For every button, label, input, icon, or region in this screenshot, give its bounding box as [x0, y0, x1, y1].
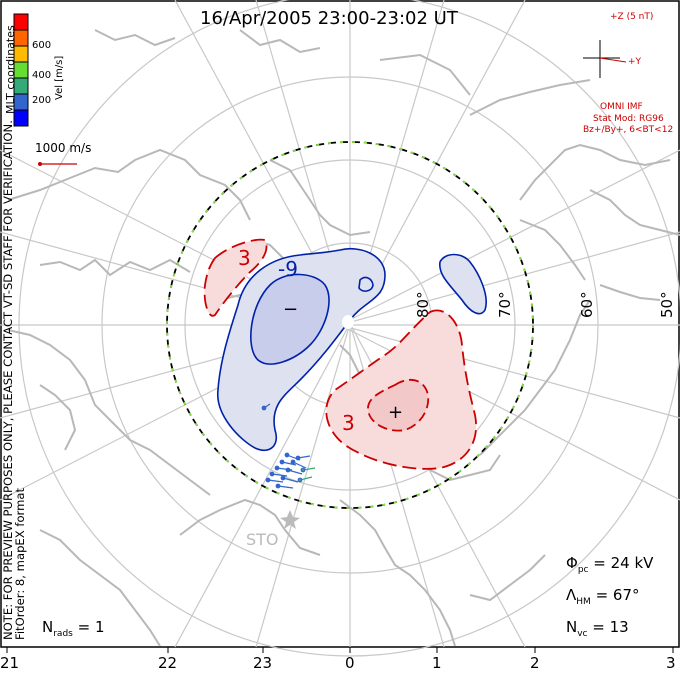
mlt-label-1: 1	[432, 654, 442, 672]
mlt-axis-ticks	[6, 647, 674, 653]
phi-symbol: Φ	[566, 554, 578, 572]
potential-max-marker: +	[388, 402, 403, 423]
contour-label-pos: 3	[238, 246, 251, 270]
nvc-value: = 13	[592, 618, 629, 636]
nrads-symbol: N	[42, 618, 54, 636]
phi-value: = 24 kV	[593, 554, 654, 572]
imf-z-label: +Z (5 nT)	[610, 12, 654, 22]
station-label: STO	[246, 530, 279, 549]
vector-scale-label: 1000 m/s	[35, 141, 91, 155]
contour-label-neg: -9	[278, 257, 298, 281]
mlt-label-22: 22	[158, 654, 178, 672]
coord-system-label: MLT coordinates	[4, 25, 17, 114]
color-scale-label: Vel [m/s]	[54, 56, 65, 100]
positive-cell-inner	[367, 378, 430, 432]
stat-n-vc: Nvc = 13	[566, 618, 629, 639]
map-title: 16/Apr/2005 23:00-23:02 UT	[200, 8, 458, 29]
coastlines	[7, 29, 680, 647]
velocity-vectors	[261, 403, 316, 489]
lambda-value: = 67°	[595, 586, 640, 604]
lat-label-60: 60°	[578, 291, 596, 318]
stat-n-rads: Nrads = 1	[42, 618, 105, 639]
lat-label-70: 70°	[496, 291, 514, 318]
scale-tick-200: 200	[32, 95, 51, 106]
mlt-label-0: 0	[345, 654, 355, 672]
scale-tick-600: 600	[32, 40, 51, 51]
mlt-label-21: 21	[0, 654, 20, 672]
nvc-sub: vc	[577, 629, 588, 639]
stat-lambda-hm: ΛHM = 67°	[566, 586, 640, 607]
lambda-symbol: Λ	[566, 586, 577, 604]
lat-label-50: 50°	[658, 291, 676, 318]
mlt-label-2: 2	[530, 654, 540, 672]
imf-source: OMNI IMF	[600, 102, 643, 112]
station-marker	[280, 510, 300, 529]
lambda-sub: HM	[576, 597, 591, 607]
mlt-label-23: 23	[253, 654, 273, 672]
scale-swatch	[13, 109, 29, 127]
nvc-symbol: N	[566, 618, 578, 636]
mlt-label-3: 3	[666, 654, 676, 672]
lat-label-80: 80°	[414, 291, 432, 318]
negative-cell-small	[358, 276, 374, 292]
stat-phi-pc: Φpc = 24 kV	[566, 554, 654, 575]
negative-cell-dawn	[439, 253, 487, 315]
nrads-value: = 1	[77, 618, 105, 636]
pole-marker	[342, 315, 354, 329]
heppner-maynard-boundary-green	[166, 141, 534, 509]
latitude-labels: 80° 70° 60° 50°	[414, 291, 676, 318]
negative-cell-inner	[250, 273, 330, 365]
color-scale-ticks: 600 400 200	[32, 40, 51, 106]
imf-dial	[583, 40, 627, 78]
phi-sub: pc	[577, 565, 589, 575]
map-border	[0, 0, 680, 648]
positive-cell-dusk	[203, 238, 268, 317]
contour-label-pos-dawn: 3	[342, 411, 355, 435]
scale-tick-400: 400	[32, 70, 51, 81]
vector-scale-dot	[38, 162, 42, 166]
station-sto: STO	[246, 510, 300, 549]
color-scale-bar	[13, 13, 29, 127]
imf-condition: Bz+/By+, 6<BT<12	[583, 125, 674, 135]
imf-y-label: +Y	[628, 57, 642, 67]
imf-stat-model: Stat Mod: RG96	[593, 114, 664, 124]
potential-min-marker: −	[283, 299, 298, 320]
nrads-sub: rads	[53, 629, 73, 639]
fit-order-note: FitOrder: 8, mapEX format	[13, 487, 27, 640]
